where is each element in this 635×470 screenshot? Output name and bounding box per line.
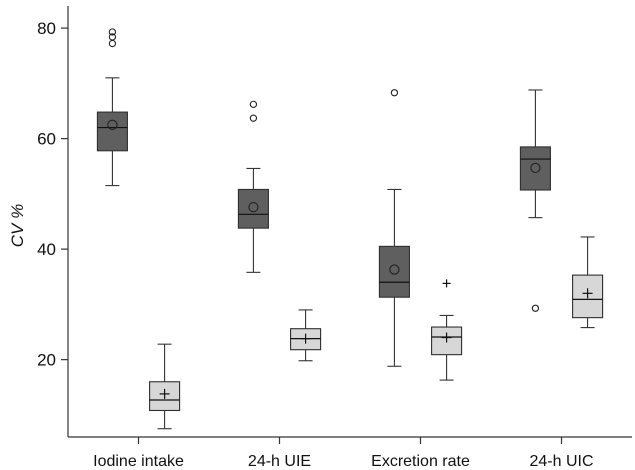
series-1-excretion-rate-box [378,245,410,298]
series-1-24-h-uic-mean-marker [530,162,541,174]
axes-layer: 20 40 60 80 Iodine intake 24-h UIE Excretion r… [37,6,632,470]
x-category-label-excretion-rate: Excretion rate [371,453,470,470]
series-1-24-h-uie-outlier-2 [249,100,258,109]
series-1-24-h-uie-box [237,188,269,229]
series-2-excretion-rate-boxplot [431,279,463,381]
series-1-24-h-uie-outlier-1 [249,114,258,122]
x-category-label-24-h-uie: 24-h UIE [248,453,311,470]
series-1-24-h-uic-outlier-1 [531,304,540,312]
series-1-iodine-intake-boxplot [96,28,128,187]
series-2-iodine-intake-boxplot [149,343,181,430]
y-tick-label-40: 40 [37,240,56,259]
series-1-iodine-intake-outlier-2 [108,33,117,41]
y-tick-label-20: 20 [37,351,56,370]
series-1-excretion-rate-mean-marker [389,264,400,275]
series-1-iodine-intake-mean-marker [107,119,118,130]
series-1-24-h-uie-boxplot [237,100,269,273]
labels-layer: CV % [8,204,27,247]
x-category-label-iodine-intake: Iodine intake [93,453,184,470]
x-category-label-24-h-uic: 24-h UIC [529,453,593,470]
series-1-24-h-uic-boxplot [519,89,551,312]
series-1-24-h-uie-mean-marker [248,201,259,213]
series-1-iodine-intake-box [96,111,128,152]
boxes-layer [96,28,604,430]
series-2-24-h-uie-boxplot [290,309,322,362]
y-axis-label: CV % [8,204,27,247]
series-1-iodine-intake-outlier-1 [108,39,117,48]
series-1-iodine-intake-outlier-3 [108,28,117,36]
series-1-excretion-rate-outlier-1 [390,89,399,97]
series-2-24-h-uic-boxplot [572,236,604,329]
series-1-excretion-rate-boxplot [378,89,410,367]
y-tick-label-80: 80 [37,19,56,38]
y-tick-label-60: 60 [37,130,56,149]
series-1-24-h-uic-box [519,146,551,191]
